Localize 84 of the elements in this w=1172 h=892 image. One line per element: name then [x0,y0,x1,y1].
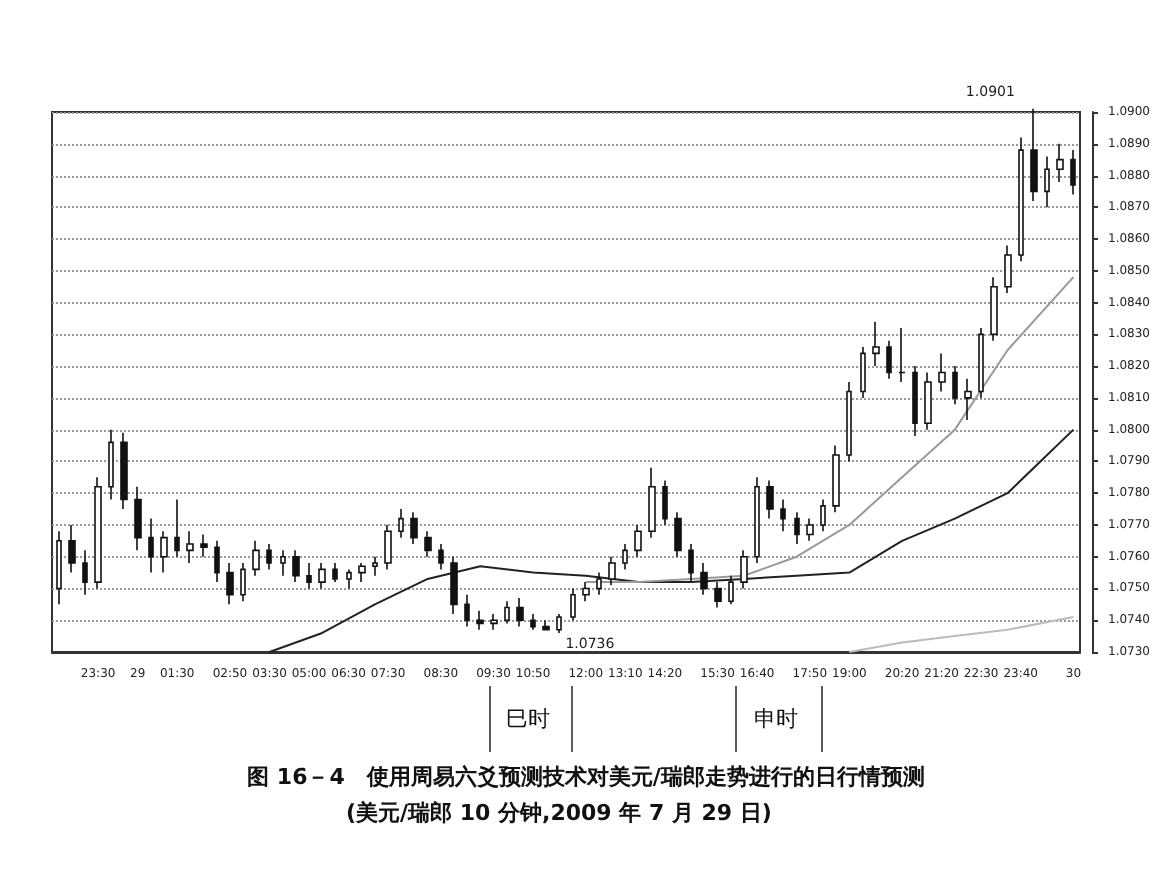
candlestick [280,549,286,577]
candlestick [214,540,220,583]
candlestick [556,613,562,634]
candlestick [846,381,852,463]
candlestick [292,549,300,583]
text: 图 16－4 使用周易六爻预测技术对美元/瑞郎走势进行的日行情预测 [247,764,925,790]
candlestick [148,517,154,574]
candlestick [728,574,734,606]
candlestick [530,613,536,631]
candlestick [714,581,722,609]
candlestick [622,543,628,571]
candlestick [978,327,984,399]
candlestick [766,479,774,520]
candlestick [160,530,168,574]
candlestick [596,571,602,596]
text: (美元/瑞郎 10 分钟,2009 年 7 月 29 日) [346,800,772,826]
candlestick [1018,136,1024,263]
candlestick [240,562,246,602]
candlestick [174,498,180,558]
candlestick [608,555,616,587]
candlestick [68,524,76,574]
candlestick [1056,142,1064,183]
candlestick [860,346,866,399]
candlestick [464,594,470,628]
candlestick [476,609,484,631]
candlestick [306,562,312,590]
candlestick [120,432,128,510]
text: 申时 [754,706,798,732]
candlestick [266,543,272,571]
candlestick [1004,244,1012,294]
candlestick [674,511,682,558]
candlestick [438,543,444,571]
candlestick [516,597,524,628]
candlestick [200,533,208,558]
candlestick [886,339,892,380]
candlestick [1030,108,1038,202]
candlestick [898,327,906,383]
candlestick [688,543,694,583]
candlestick [108,428,114,501]
candlestick [754,476,760,564]
candlestick [740,549,748,590]
candlestick [648,466,656,539]
candlestick [82,549,88,596]
candlestick [226,562,234,606]
line-series [848,616,1075,653]
candlestick [424,530,432,558]
candlestick [450,555,458,615]
candlestick [542,619,550,631]
candlestick [582,581,590,602]
candlestick [94,476,102,590]
candlestick [832,444,840,514]
candlestick [938,352,946,393]
candlestick [990,276,998,342]
candlestick [964,378,972,421]
candlestick [504,600,510,625]
candlestick [318,562,326,590]
candlestick [952,365,958,406]
candlestick [1044,155,1050,209]
candlestick [346,568,352,590]
candlestick [634,524,642,558]
candlestick [924,371,932,431]
candlestick [358,562,366,583]
candlestick [186,530,194,564]
candlestick [662,479,668,526]
candlestick [332,562,338,583]
candlestick [134,486,142,552]
candlestick [410,511,418,545]
candlestick [912,365,918,437]
candlestick [252,540,260,577]
candlestick [806,517,814,542]
candlestick [490,613,498,631]
candlestick [372,555,378,577]
candlestick [384,524,392,571]
candlestick [700,562,708,596]
text: 巳时 [506,706,550,732]
line-series [268,428,1075,653]
candlestick [56,530,62,606]
candlestick [570,587,576,622]
candlestick [820,498,826,533]
candlestick [1070,149,1076,196]
candlestick [398,508,404,539]
candlestick [794,511,800,545]
candlestick [872,320,880,367]
candlestick [780,498,786,533]
